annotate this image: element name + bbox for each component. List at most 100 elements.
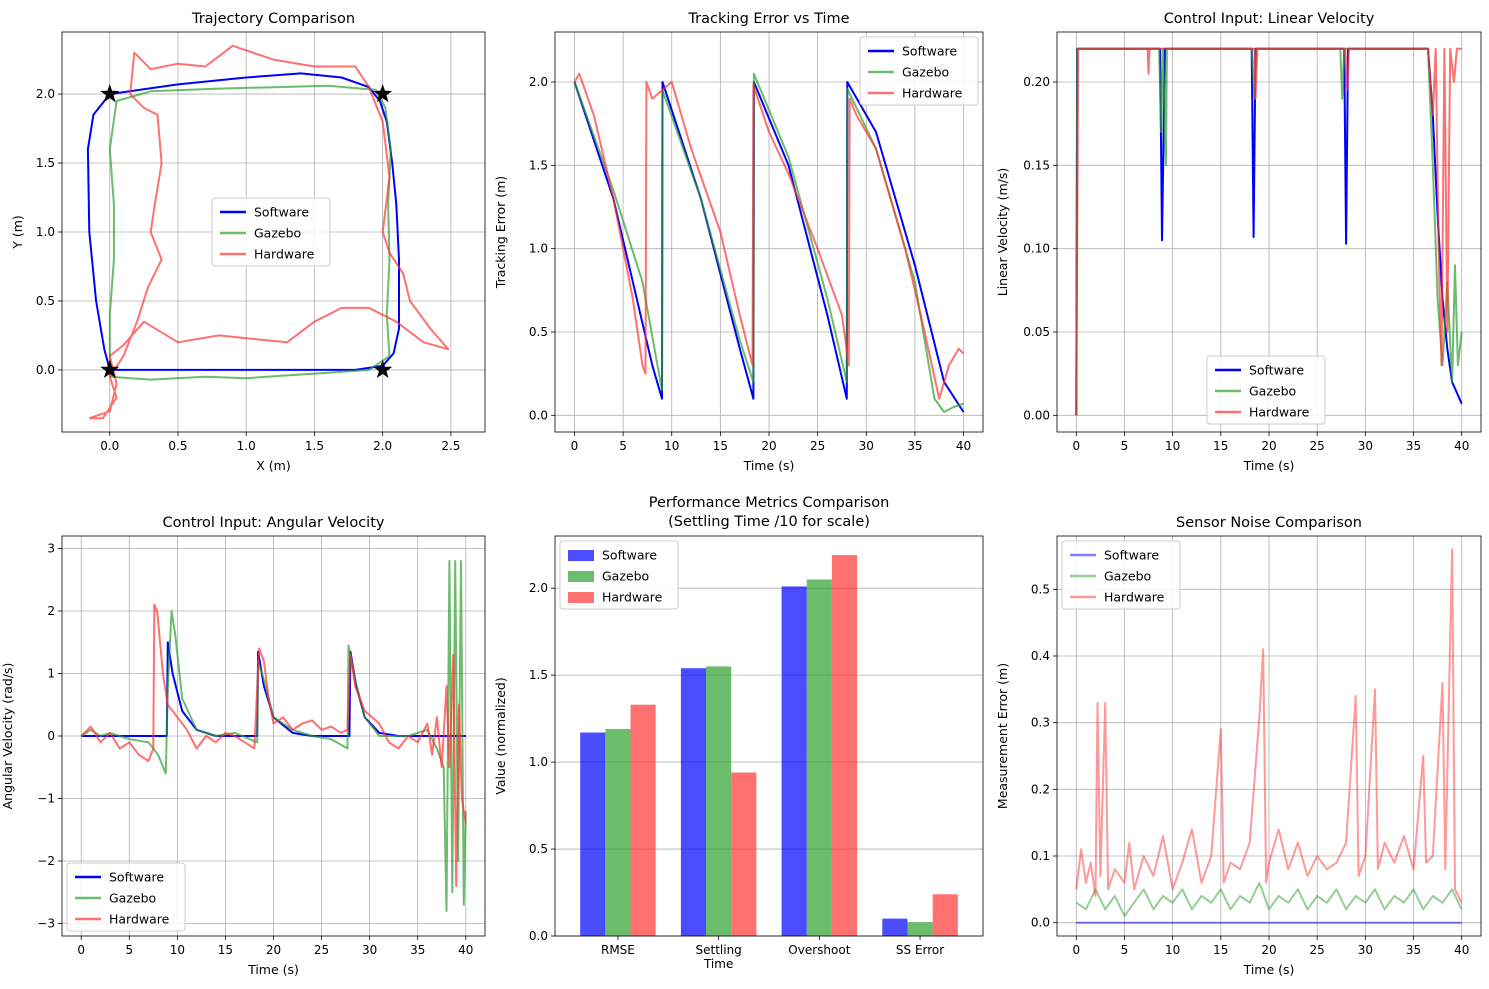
y-tick-label: 0.10 bbox=[1023, 242, 1050, 256]
x-tick-label: 25 bbox=[1310, 943, 1325, 957]
y-axis-label: Angular Velocity (rad/s) bbox=[0, 663, 15, 810]
y-tick-label: 1.0 bbox=[529, 755, 548, 769]
x-axis-label: Time (s) bbox=[1243, 458, 1295, 473]
y-tick-label: 0.5 bbox=[529, 325, 548, 339]
bar-gazebo bbox=[605, 729, 631, 936]
x-tick-label: 35 bbox=[1406, 439, 1421, 453]
x-tick-label: 15 bbox=[218, 943, 233, 957]
x-tick-label: 20 bbox=[266, 943, 281, 957]
waypoint-star bbox=[373, 84, 393, 103]
legend-box bbox=[211, 197, 331, 267]
bar-gazebo bbox=[706, 666, 732, 936]
bar-hardware bbox=[932, 894, 958, 936]
bar-hardware bbox=[630, 704, 656, 936]
plot-area bbox=[580, 555, 958, 936]
y-tick-label: 3 bbox=[47, 542, 55, 556]
y-tick-label: −1 bbox=[37, 792, 55, 806]
y-tick-label: 2 bbox=[47, 604, 55, 618]
legend-label: Gazebo bbox=[109, 891, 156, 906]
y-tick-label: 0.1 bbox=[1031, 849, 1050, 863]
x-tick-label: 5 bbox=[1121, 943, 1129, 957]
category-label: Time bbox=[703, 957, 733, 971]
x-tick-label: 0 bbox=[77, 943, 85, 957]
x-axis-label: X (m) bbox=[256, 458, 290, 473]
x-tick-label: 5 bbox=[125, 943, 133, 957]
x-tick-label: 0.0 bbox=[100, 439, 119, 453]
series-line-gazebo bbox=[1075, 47, 1463, 416]
plot-area bbox=[86, 44, 450, 420]
y-tick-label: −2 bbox=[37, 854, 55, 868]
y-tick-label: 0.5 bbox=[529, 842, 548, 856]
x-tick-label: 10 bbox=[664, 439, 679, 453]
x-tick-label: 30 bbox=[859, 439, 874, 453]
chart-title: Tracking Error vs Time bbox=[687, 11, 849, 27]
legend: Software Gazebo Hardware bbox=[859, 36, 979, 106]
x-tick-label: 5 bbox=[619, 439, 627, 453]
y-axis-label: Value (normalized) bbox=[493, 677, 508, 795]
y-tick-label: 1 bbox=[47, 667, 55, 681]
x-tick-label: 20 bbox=[1261, 439, 1276, 453]
y-tick-label: 0.00 bbox=[1023, 408, 1050, 422]
category-label: Settling bbox=[695, 943, 741, 957]
waypoint-star bbox=[373, 359, 393, 378]
x-tick-label: 10 bbox=[1165, 439, 1180, 453]
category-label: Overshoot bbox=[788, 943, 850, 957]
legend: Software Gazebo Hardware bbox=[559, 540, 679, 610]
chart-title: Control Input: Angular Velocity bbox=[163, 515, 385, 531]
x-tick-label: 35 bbox=[410, 943, 425, 957]
x-axis-label: Time (s) bbox=[247, 962, 299, 977]
legend-box bbox=[859, 36, 979, 106]
x-tick-label: 1.0 bbox=[237, 439, 256, 453]
x-tick-label: 2.0 bbox=[373, 439, 392, 453]
x-tick-label: 40 bbox=[1454, 943, 1469, 957]
y-axis-label: Tracking Error (m) bbox=[493, 176, 508, 289]
x-tick-label: 15 bbox=[713, 439, 728, 453]
legend-swatch bbox=[568, 550, 594, 561]
legend-label: Software bbox=[109, 870, 164, 885]
chart-title: Trajectory Comparison bbox=[191, 11, 355, 27]
y-tick-label: 2.0 bbox=[36, 87, 55, 101]
legend: Software Gazebo Hardware bbox=[1061, 540, 1181, 610]
x-axis-label: Time (s) bbox=[1243, 962, 1295, 977]
axes-frame bbox=[1056, 535, 1482, 937]
legend-swatch bbox=[568, 592, 594, 603]
legend-swatch bbox=[568, 571, 594, 582]
chart-subtitle: (Settling Time /10 for scale) bbox=[668, 514, 870, 530]
chart-title: Control Input: Linear Velocity bbox=[1164, 11, 1375, 27]
legend-label: Hardware bbox=[1104, 590, 1165, 605]
legend-label: Hardware bbox=[254, 247, 315, 262]
plot-area bbox=[1075, 47, 1463, 416]
y-tick-label: 0.3 bbox=[1031, 716, 1050, 730]
legend-box bbox=[1206, 355, 1326, 425]
x-tick-label: 20 bbox=[761, 439, 776, 453]
x-tick-label: 35 bbox=[907, 439, 922, 453]
x-tick-label: 35 bbox=[1406, 943, 1421, 957]
legend-label: Hardware bbox=[902, 86, 963, 101]
series-line-hardware bbox=[88, 44, 450, 420]
bar-software bbox=[580, 732, 606, 936]
legend-label: Gazebo bbox=[254, 226, 301, 241]
y-tick-label: 0.4 bbox=[1031, 649, 1050, 663]
plot-area bbox=[80, 560, 467, 912]
x-tick-label: 0 bbox=[1072, 439, 1080, 453]
x-tick-label: 15 bbox=[1213, 439, 1228, 453]
y-tick-label: 0.20 bbox=[1023, 75, 1050, 89]
x-tick-label: 40 bbox=[458, 943, 473, 957]
bar-hardware bbox=[731, 772, 757, 936]
bar-gazebo bbox=[806, 579, 832, 936]
x-tick-label: 0 bbox=[1072, 943, 1080, 957]
x-tick-label: 10 bbox=[1165, 943, 1180, 957]
chart-sensor_noise: 0.0 0.1 0.2 0.3 0.4 0.5 0 5 10 15 20 25 30 35 40 Sensor… bbox=[995, 515, 1482, 977]
series-line-hardware bbox=[1075, 548, 1463, 904]
legend-label: Gazebo bbox=[1104, 569, 1151, 584]
y-tick-label: 1.0 bbox=[36, 225, 55, 239]
x-tick-label: 40 bbox=[956, 439, 971, 453]
y-tick-label: 0.5 bbox=[1031, 582, 1050, 596]
bar-software bbox=[781, 586, 807, 936]
legend: Software Gazebo Hardware bbox=[1206, 355, 1326, 425]
x-tick-label: 0 bbox=[571, 439, 579, 453]
x-tick-label: 30 bbox=[1358, 439, 1373, 453]
